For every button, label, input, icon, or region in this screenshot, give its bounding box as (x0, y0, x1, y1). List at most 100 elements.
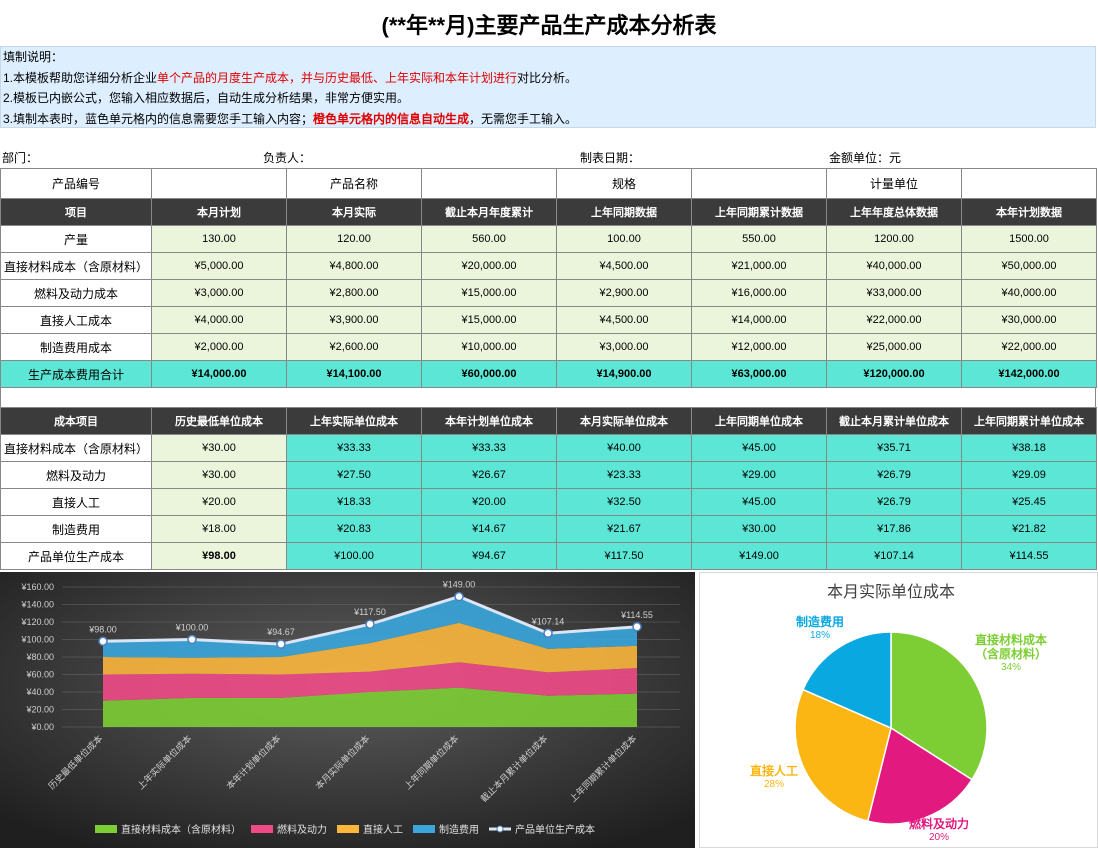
data-row: 直接材料成本（含原材料） ¥30.00 ¥33.33 ¥33.33 ¥40.00 ¥45.… (0, 434, 1097, 462)
data-row: 直接人工成本 ¥4,000.00 ¥3,900.00 ¥15,000.00 ¥4,500… (0, 306, 1097, 334)
pie-slice (794, 688, 892, 823)
value-cell: ¥33.33 (421, 434, 557, 462)
value-cell: 550.00 (691, 225, 827, 253)
header-cell: 项目 (0, 198, 152, 226)
pie-category: 直接材料成本（含原材料） (974, 633, 1047, 661)
value-cell: ¥117.50 (556, 542, 692, 570)
value-cell: ¥4,500.00 (556, 252, 692, 280)
header-cell: 截止本月年度累计 (421, 198, 557, 226)
note-text: 单个产品的月度生产成本，并与历史最低、上年实际和本年计划进行 (157, 70, 518, 85)
header-cell: 截止本月累计单位成本 (826, 407, 962, 435)
value-cell: ¥15,000.00 (421, 306, 557, 334)
line-marker (632, 622, 642, 632)
row-label: 制造费用 (0, 515, 152, 543)
y-tick-label: ¥120.00 (20, 617, 54, 627)
pie-category: 燃料及动力 (908, 817, 969, 831)
header-cell: 历史最低单位成本 (151, 407, 287, 435)
row-label: 生产成本费用合计 (0, 360, 152, 388)
pie-percent: 18% (809, 630, 830, 641)
pie-slice (802, 631, 892, 730)
value-cell: 1500.00 (961, 225, 1097, 253)
value-cell: ¥50,000.00 (961, 252, 1097, 280)
cost-table: 产品编号 产品名称 规格 计量单位 项目 本月计划 本月实际 截止本月年度累计 上年同期数据 上年… (0, 168, 1097, 388)
note-text: 1.本模板帮助您详细分析企业 (3, 70, 158, 85)
chart-title: 本月实际单位成本 (827, 583, 955, 601)
value-cell: ¥12,000.00 (691, 333, 827, 361)
legend-label: 直接材料成本（含原材料） (121, 823, 241, 836)
pie-percent: 20% (928, 832, 949, 843)
pie-label: 燃料及动力 20% (901, 817, 977, 845)
value-cell: ¥40,000.00 (826, 252, 962, 280)
value-cell: ¥107.14 (826, 542, 962, 570)
data-row: 燃料及动力 ¥30.00 ¥27.50 ¥26.67 ¥23.33 ¥29.00 ¥26.7… (0, 461, 1097, 489)
value-cell: ¥21.82 (961, 515, 1097, 543)
value-cell: ¥25,000.00 (826, 333, 962, 361)
legend-marker (496, 825, 504, 833)
value-cell: ¥17.86 (826, 515, 962, 543)
value-cell: 560.00 (421, 225, 557, 253)
legend-swatch (251, 825, 273, 833)
info-label: 部门： (2, 151, 39, 165)
legend-label: 产品单位生产成本 (515, 823, 595, 836)
header-cell: 上年同期累计数据 (691, 198, 827, 226)
value-cell: ¥14,100.00 (286, 360, 422, 388)
value-cell: ¥14,900.00 (556, 360, 692, 388)
input-cell (961, 168, 1097, 199)
note-text: 2.模板已内嵌公式，您输入相应数据后，自动生成分析结果，非常方便实用。 (3, 91, 410, 105)
pie-label: 直接人工 28% (736, 764, 812, 792)
pie-label: 制造费用 18% (782, 615, 858, 643)
notes: 填制说明： 1.本模板帮助您详细分析企业单个产品的月度生产成本，并与历史最低、上年… (0, 46, 1096, 128)
data-label: ¥94.67 (266, 627, 295, 637)
data-row: 产品单位生产成本 ¥98.00 ¥100.00 ¥94.67 ¥117.50 ¥149.0… (0, 542, 1097, 570)
value-cell: ¥22,000.00 (826, 306, 962, 334)
product-field: 产品编号 (0, 168, 152, 199)
row-label: 直接材料成本（含原材料） (0, 252, 152, 280)
value-cell: ¥18.00 (151, 515, 287, 543)
pie-percent: 34% (1000, 662, 1021, 673)
value-cell: ¥32.50 (556, 488, 692, 516)
data-row: 产量 130.00 120.00 560.00 100.00 550.00 1200.00 1… (0, 225, 1097, 253)
pie-slice (866, 726, 973, 825)
note-text: 对比分析。 (517, 70, 578, 85)
value-cell: ¥26.67 (421, 461, 557, 489)
table-gap (0, 388, 1096, 407)
input-cell (421, 168, 557, 199)
data-label: ¥149.00 (442, 580, 476, 590)
legend-swatch (413, 825, 435, 833)
note-line: 2.模板已内嵌公式，您输入相应数据后，自动生成分析结果，非常方便实用。 (3, 88, 1095, 109)
value-cell: ¥3,000.00 (151, 279, 287, 307)
note-line: 3.填制本表时，蓝色单元格内的信息需要您手工输入内容；橙色单元格内的信息自动生成… (3, 109, 1095, 130)
product-field: 计量单位 (826, 168, 962, 199)
value-cell: ¥20,000.00 (421, 252, 557, 280)
value-cell: ¥3,000.00 (556, 333, 692, 361)
value-cell: ¥4,500.00 (556, 306, 692, 334)
row-label: 燃料及动力 (0, 461, 152, 489)
info-label: 金额单位：元 (829, 151, 902, 165)
value-cell: ¥2,000.00 (151, 333, 287, 361)
value-cell: ¥114.55 (961, 542, 1097, 570)
note-line: 1.本模板帮助您详细分析企业单个产品的月度生产成本，并与历史最低、上年实际和本年… (3, 68, 1095, 89)
line-marker (98, 636, 108, 646)
y-tick-label: ¥160.00 (20, 582, 54, 592)
value-cell: ¥94.67 (421, 542, 557, 570)
note-text: 3.填制本表时，蓝色单元格内的信息需要您手工输入内容； (3, 111, 314, 126)
row-label: 直接人工 (0, 488, 152, 516)
value-cell: ¥2,900.00 (556, 279, 692, 307)
value-cell: ¥29.00 (691, 461, 827, 489)
value-cell: ¥26.79 (826, 461, 962, 489)
data-label: ¥117.50 (353, 607, 386, 617)
y-tick-label: ¥140.00 (20, 600, 54, 610)
info-label: 负责人： (263, 151, 312, 165)
value-cell: ¥40.00 (556, 434, 692, 462)
value-cell: ¥20.83 (286, 515, 422, 543)
product-row: 产品编号 产品名称 规格 计量单位 (0, 168, 1097, 199)
value-cell: ¥33,000.00 (826, 279, 962, 307)
pie-chart: 本月实际单位成本 直接材料成本（含原材料） 34% 燃料及动力 20% 直接人工 28% 制… (699, 572, 1098, 848)
value-cell: ¥22,000.00 (961, 333, 1097, 361)
pie-category: 制造费用 (795, 615, 844, 629)
legend-label: 制造费用 (439, 823, 479, 836)
value-cell: ¥4,000.00 (151, 306, 287, 334)
header-cell: 本月实际单位成本 (556, 407, 692, 435)
value-cell: ¥100.00 (286, 542, 422, 570)
y-tick-label: ¥80.00 (25, 652, 54, 662)
